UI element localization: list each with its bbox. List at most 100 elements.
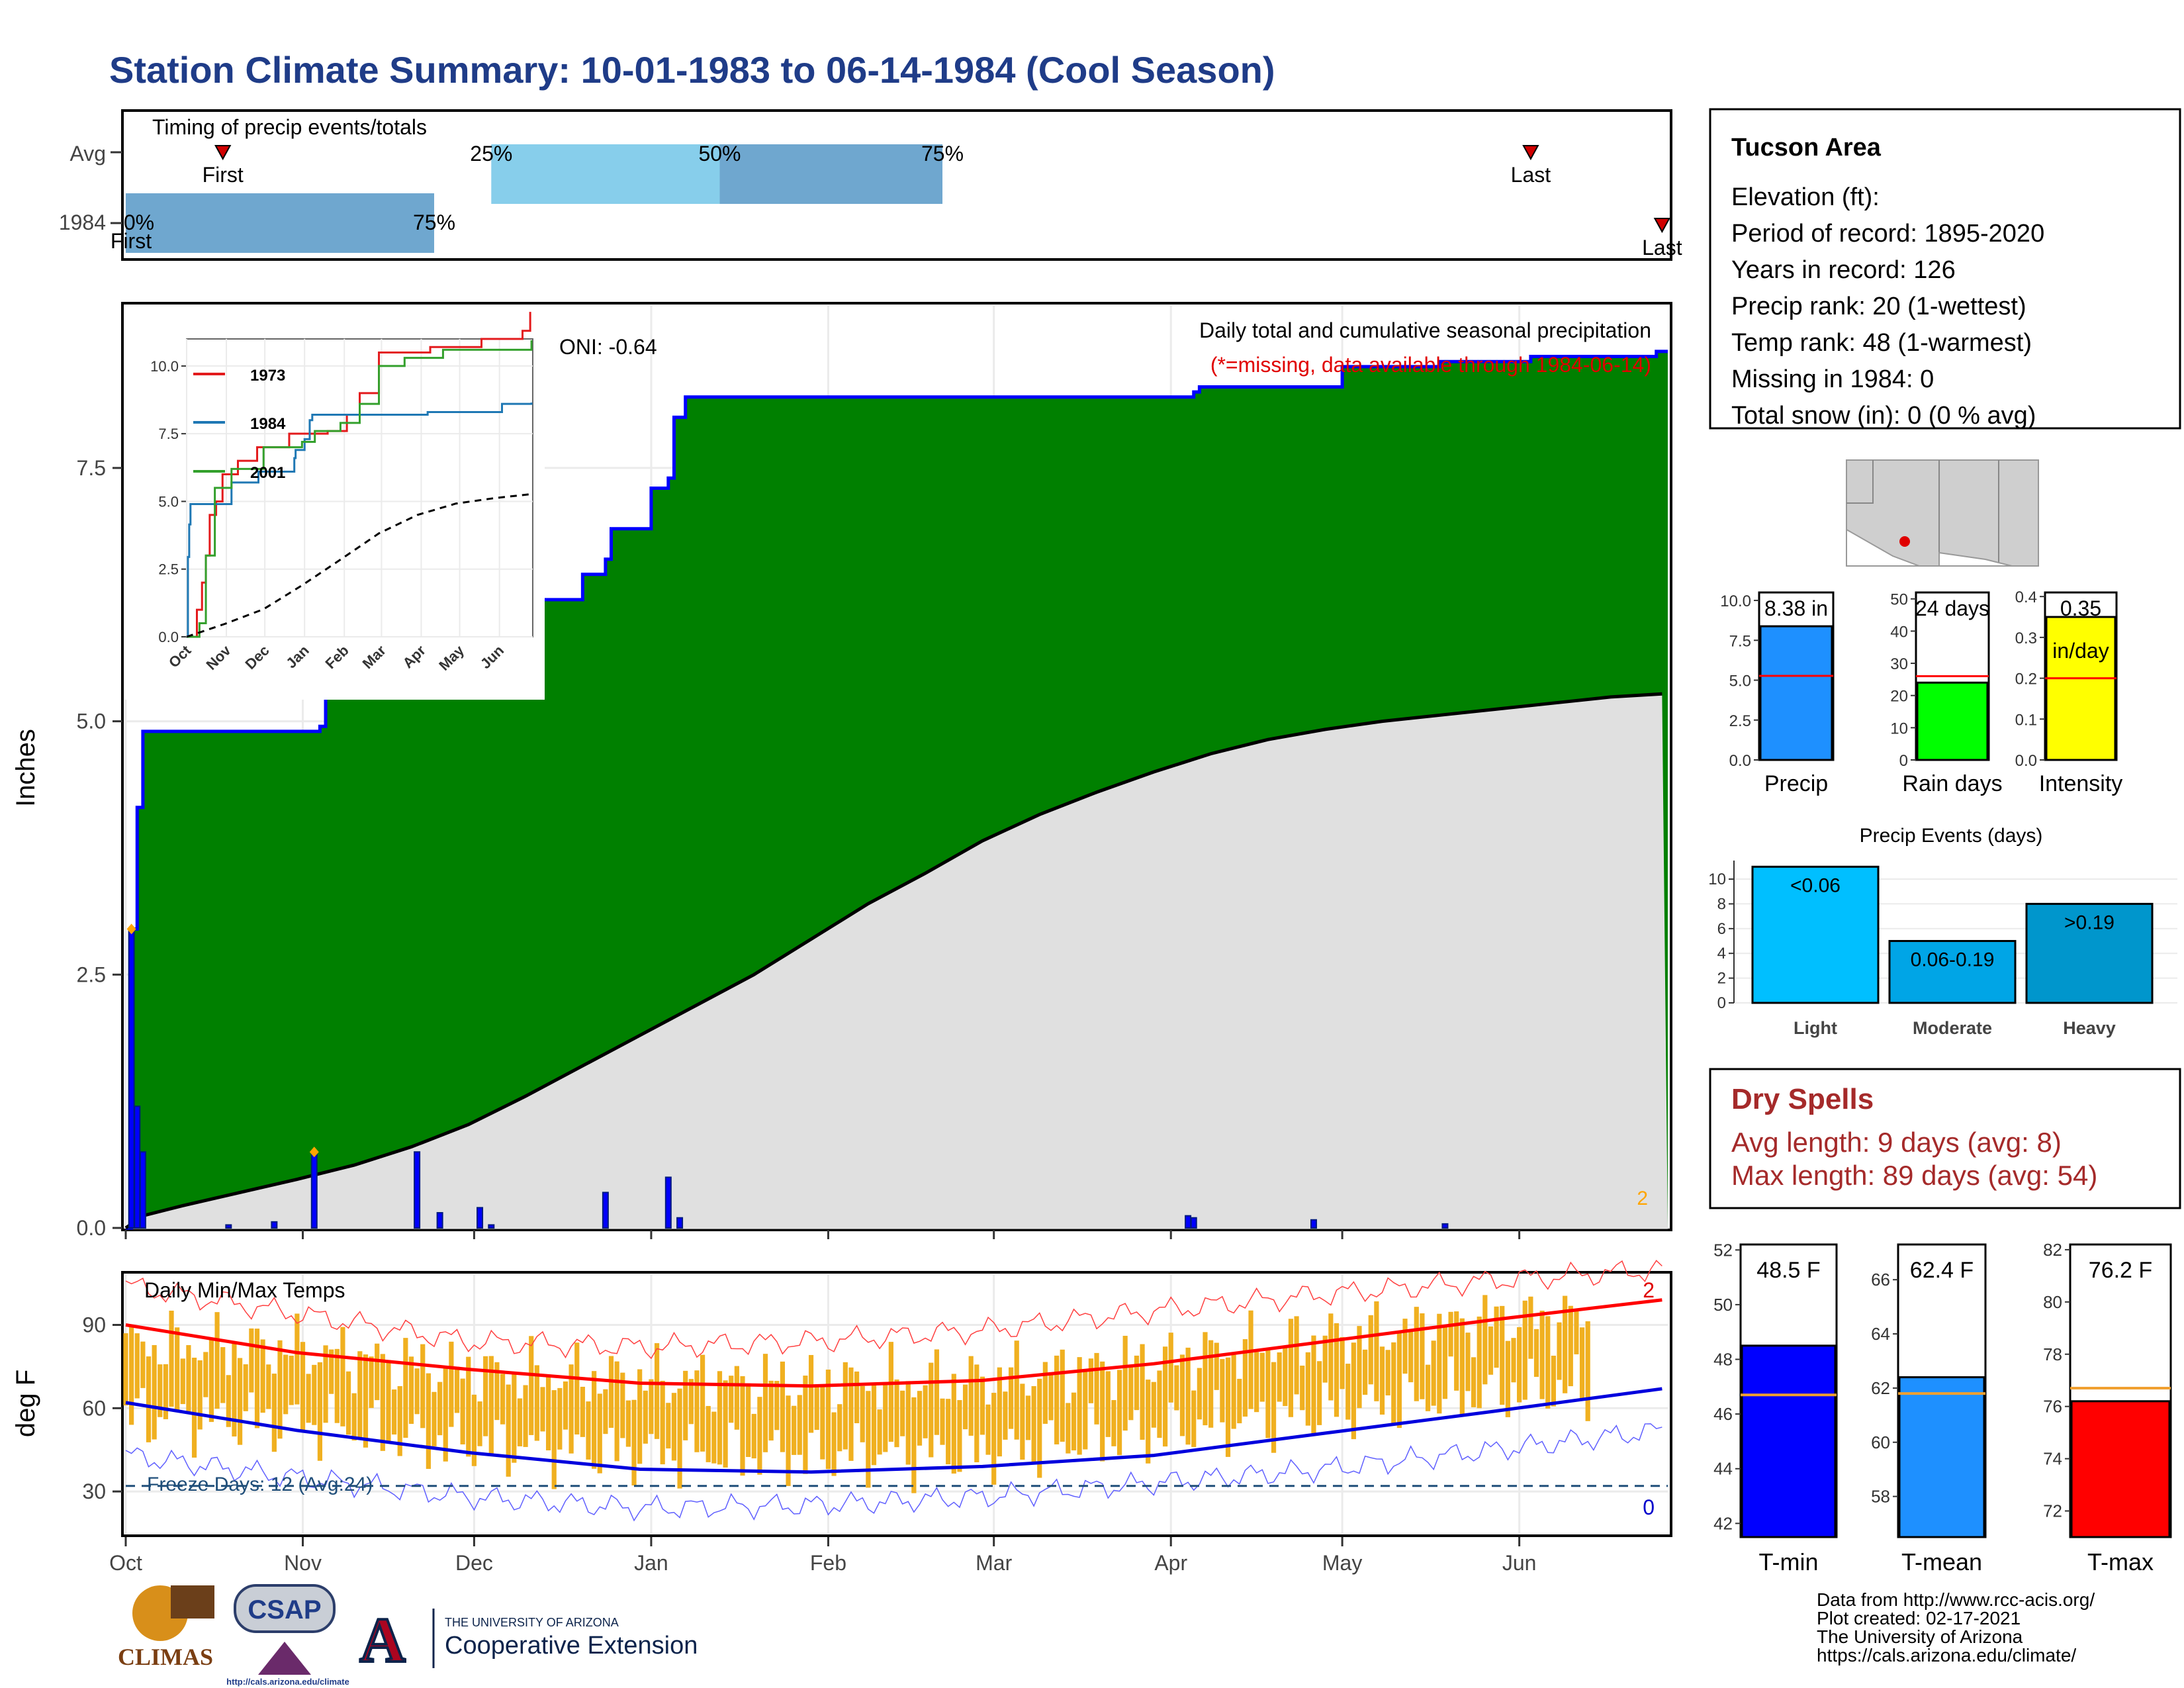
- event-bar-Moderate: [1888, 940, 2017, 1004]
- temp-range-bar: [551, 1390, 557, 1489]
- map-mexico: [1846, 528, 1920, 567]
- station-marker: [1899, 536, 1910, 547]
- precip-stats-charts: 0.0 2.5 5.0 7.5 10.0 8.38 in Precip 0 10 20 30 40 50…: [1720, 588, 2122, 796]
- pstat-ytick-label: 0: [1899, 752, 1908, 770]
- temp-range-bar: [723, 1380, 728, 1468]
- temp-range-bar: [860, 1385, 865, 1442]
- normal-line: [124, 692, 1662, 1230]
- normal-max-line: [125, 1298, 1662, 1388]
- month-label: May: [1322, 1551, 1362, 1575]
- temp-range-bar: [1402, 1319, 1408, 1374]
- temp-range-bar: [1357, 1326, 1362, 1409]
- pstat-ytick-label: 30: [1890, 655, 1908, 673]
- temp-range-bar: [837, 1404, 842, 1452]
- temp-range-bar: [300, 1342, 306, 1432]
- temp-range-bar: [979, 1376, 985, 1435]
- events-ytick-label: 4: [1717, 945, 1726, 962]
- temp-range-bar: [540, 1387, 545, 1432]
- temp-range-bar: [631, 1399, 637, 1485]
- temp-range-bar: [780, 1361, 786, 1452]
- temp-range-bar: [414, 1368, 420, 1415]
- temp-range-bar: [957, 1400, 962, 1472]
- pstat-ytick-label: 2.5: [1729, 712, 1751, 730]
- ua-logo: A THE UNIVERSITY OF ARIZONA Cooperative …: [358, 1603, 698, 1677]
- daily-precip-bar: [488, 1224, 495, 1229]
- temp-range-bar: [940, 1398, 945, 1445]
- temp-range-bar: [506, 1384, 511, 1477]
- event-bar-label: >0.19: [2064, 912, 2115, 933]
- temp-range-bar: [1271, 1362, 1277, 1453]
- daily-precip-bar: [436, 1212, 443, 1229]
- y1984-last-label: Last: [1642, 236, 1682, 259]
- temp-range-bar: [1574, 1309, 1579, 1354]
- temp-range-bar: [586, 1401, 591, 1460]
- temp-range-bar: [158, 1364, 163, 1417]
- temp-range-bar: [608, 1356, 614, 1428]
- tstat-ytick-label: 44: [1713, 1459, 1733, 1479]
- pstat-ytick-label: 0.3: [2015, 630, 2037, 647]
- temp-range-bar: [1031, 1385, 1036, 1462]
- temp-range-bar: [146, 1356, 152, 1442]
- timing-label: Timing of precip events/totals: [152, 115, 427, 139]
- temp-range-bar: [1414, 1307, 1419, 1401]
- events-ytick-label: 2: [1717, 970, 1726, 988]
- temp-range-bar: [1122, 1335, 1128, 1431]
- temp-stats-charts: 42 44 46 48 50 52 48.5 F T-min 58 60 62 64 66 62.4 F T…: [1713, 1240, 2172, 1575]
- tstat-bar-T-min: [1741, 1344, 1837, 1538]
- timing-row-avg: Avg: [69, 142, 106, 165]
- temp-range-bar: [774, 1381, 780, 1430]
- climas-text: CLIMAS: [118, 1644, 213, 1670]
- info-line: Precip rank: 20 (1-wettest): [1731, 293, 2026, 320]
- temp-range-bar: [1294, 1316, 1299, 1395]
- temp-range-bar: [1557, 1322, 1562, 1380]
- temp-ytick-label: 60: [82, 1396, 106, 1420]
- daily-precip-bar: [1190, 1217, 1197, 1229]
- temp-range-bar: [260, 1339, 265, 1413]
- temp-range-bar: [746, 1383, 751, 1458]
- temp-range-bar: [1551, 1355, 1557, 1407]
- event-category: Light: [1794, 1018, 1837, 1038]
- temp-range-bar: [1203, 1332, 1208, 1426]
- tstat-ytick-label: 64: [1871, 1324, 1890, 1344]
- temp-range-bar: [786, 1395, 791, 1486]
- temp-range-bar: [134, 1333, 140, 1399]
- temp-range-bar: [483, 1356, 488, 1436]
- temp-range-bar: [517, 1398, 523, 1446]
- daily-precip-bar: [414, 1151, 421, 1229]
- temp-range-bar: [1396, 1332, 1402, 1429]
- temp-range-bar: [1248, 1310, 1253, 1409]
- temp-range-bar: [1071, 1392, 1077, 1451]
- temp-range-bar: [1334, 1323, 1340, 1417]
- temp-range-bar: [471, 1394, 477, 1466]
- inset-ytick-label: 2.5: [158, 561, 179, 578]
- temp-range-bar: [1494, 1306, 1499, 1368]
- month-label: Jan: [634, 1551, 668, 1575]
- temp-range-bar: [1003, 1391, 1008, 1440]
- temp-range-bar: [825, 1369, 831, 1470]
- temp-range-bar: [614, 1361, 619, 1462]
- temp-range-bar: [911, 1397, 917, 1493]
- tstat-ytick-label: 48: [1713, 1349, 1733, 1369]
- temp-range-bar: [1465, 1333, 1471, 1391]
- climas-logo: CLIMAS: [118, 1585, 214, 1670]
- temp-range-bar: [803, 1376, 808, 1474]
- daily-precip-bar: [139, 1151, 146, 1229]
- temp-range-bar: [1459, 1318, 1465, 1417]
- dry-spells-box: Dry Spells Avg length: 9 days (avg: 8) M…: [1709, 1068, 2181, 1209]
- temp-range-bar: [985, 1404, 991, 1455]
- freeze-label: Freeze Days: 12 (Avg:24): [147, 1474, 373, 1495]
- timing-row-1984: 1984: [59, 211, 106, 234]
- temp-range-bar: [397, 1385, 402, 1456]
- temp-range-bar: [345, 1371, 351, 1435]
- pstat-ytick-label: 0.0: [1729, 752, 1751, 770]
- temp-range-bar: [1077, 1357, 1082, 1455]
- temp-range-bar: [1379, 1346, 1385, 1415]
- temp-range-bar: [1505, 1340, 1510, 1417]
- temp-range-bar: [186, 1345, 191, 1413]
- pstat-value-label: 0.35: [2060, 596, 2101, 620]
- pstat-value-label: 8.38 in: [1764, 596, 1828, 620]
- missing-marker: [309, 1147, 319, 1158]
- tstat-category: T-min: [1759, 1548, 1819, 1575]
- month-label: Jun: [1502, 1551, 1537, 1575]
- temp-range-bar: [391, 1389, 397, 1435]
